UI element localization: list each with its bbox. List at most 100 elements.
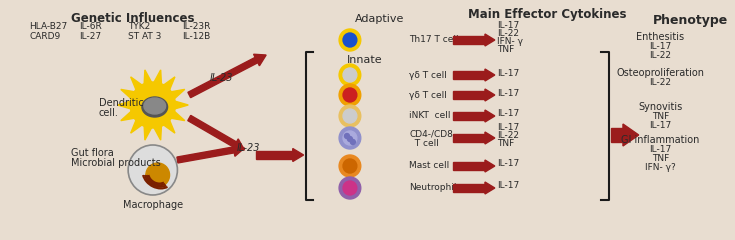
Polygon shape xyxy=(118,101,131,109)
Polygon shape xyxy=(485,110,495,122)
Text: GI inflammation: GI inflammation xyxy=(621,135,700,145)
Circle shape xyxy=(345,133,349,138)
Circle shape xyxy=(343,33,356,47)
Circle shape xyxy=(343,131,356,145)
Circle shape xyxy=(343,159,356,173)
Polygon shape xyxy=(453,162,485,170)
Text: IL-12B: IL-12B xyxy=(182,32,211,41)
Text: T cell: T cell xyxy=(409,138,439,148)
Polygon shape xyxy=(233,144,245,156)
Polygon shape xyxy=(144,126,152,140)
Polygon shape xyxy=(163,120,175,133)
Text: Adaptive: Adaptive xyxy=(355,14,404,24)
Text: CD4-/CD8-: CD4-/CD8- xyxy=(409,130,456,138)
Text: cell.: cell. xyxy=(98,108,118,118)
Text: iNKT  cell: iNKT cell xyxy=(409,112,451,120)
Ellipse shape xyxy=(144,98,165,114)
Polygon shape xyxy=(177,147,234,163)
Polygon shape xyxy=(171,89,184,99)
Circle shape xyxy=(339,64,361,86)
Text: IL-22: IL-22 xyxy=(650,51,672,60)
Text: HLA-B27: HLA-B27 xyxy=(29,22,68,31)
Text: Synovitis: Synovitis xyxy=(638,102,683,112)
Polygon shape xyxy=(154,126,162,140)
Text: IL-17: IL-17 xyxy=(497,68,519,78)
Text: Dendritic: Dendritic xyxy=(98,98,143,108)
Polygon shape xyxy=(232,139,245,150)
Polygon shape xyxy=(453,91,485,99)
Polygon shape xyxy=(485,132,495,144)
Text: Enthesitis: Enthesitis xyxy=(637,32,684,42)
Ellipse shape xyxy=(142,97,168,117)
Text: IL-23: IL-23 xyxy=(237,143,260,153)
Polygon shape xyxy=(485,89,495,101)
Polygon shape xyxy=(453,184,485,192)
Polygon shape xyxy=(623,124,639,146)
Polygon shape xyxy=(485,160,495,172)
Polygon shape xyxy=(144,70,152,84)
Circle shape xyxy=(348,137,352,142)
Polygon shape xyxy=(485,69,495,81)
Text: IL-17: IL-17 xyxy=(649,145,672,154)
Polygon shape xyxy=(154,70,162,84)
Text: IL-17: IL-17 xyxy=(497,124,519,132)
Text: Th17 T cell: Th17 T cell xyxy=(409,36,459,44)
Text: IL-22: IL-22 xyxy=(497,30,519,38)
Polygon shape xyxy=(453,36,485,44)
Text: Mast cell: Mast cell xyxy=(409,162,449,170)
Text: Innate: Innate xyxy=(347,55,382,65)
Text: IL-17: IL-17 xyxy=(649,121,672,130)
Text: CARD9: CARD9 xyxy=(29,32,61,41)
Polygon shape xyxy=(453,112,485,120)
Circle shape xyxy=(343,88,356,102)
Polygon shape xyxy=(485,34,495,46)
Text: IL-23: IL-23 xyxy=(210,73,234,83)
Circle shape xyxy=(343,109,356,123)
Circle shape xyxy=(339,84,361,106)
Polygon shape xyxy=(131,77,143,90)
Circle shape xyxy=(339,155,361,177)
Text: Phenotype: Phenotype xyxy=(653,14,728,27)
Polygon shape xyxy=(293,149,304,162)
Polygon shape xyxy=(174,101,188,109)
Text: Neutrophil: Neutrophil xyxy=(409,184,456,192)
Text: IL-23R: IL-23R xyxy=(182,22,211,31)
Polygon shape xyxy=(187,115,237,147)
Text: γδ T cell: γδ T cell xyxy=(409,71,447,79)
Polygon shape xyxy=(611,128,623,142)
Polygon shape xyxy=(453,71,485,79)
Text: TNF: TNF xyxy=(652,112,669,121)
Circle shape xyxy=(343,68,356,82)
Text: Genetic Influences: Genetic Influences xyxy=(71,12,195,25)
Text: Osteoproliferation: Osteoproliferation xyxy=(617,68,704,78)
Polygon shape xyxy=(121,89,135,99)
Text: IL-22: IL-22 xyxy=(497,132,519,140)
Circle shape xyxy=(339,29,361,51)
Text: IFN- γ: IFN- γ xyxy=(497,37,523,47)
Text: Main Effector Cytokines: Main Effector Cytokines xyxy=(467,8,626,21)
Circle shape xyxy=(339,105,361,127)
Circle shape xyxy=(130,82,176,128)
Circle shape xyxy=(339,127,361,149)
Text: γδ T cell: γδ T cell xyxy=(409,90,447,100)
Text: TNF: TNF xyxy=(652,154,669,163)
Text: IL-17: IL-17 xyxy=(497,109,519,119)
Circle shape xyxy=(351,139,355,144)
Text: Microbial products: Microbial products xyxy=(71,158,161,168)
Text: ST AT 3: ST AT 3 xyxy=(128,32,162,41)
Text: TNF: TNF xyxy=(497,46,514,54)
Polygon shape xyxy=(131,120,143,133)
Polygon shape xyxy=(257,151,293,159)
Polygon shape xyxy=(188,57,258,98)
Text: TNF: TNF xyxy=(497,139,514,149)
Circle shape xyxy=(146,163,170,187)
Polygon shape xyxy=(163,77,175,90)
Polygon shape xyxy=(171,111,184,121)
Circle shape xyxy=(343,181,356,195)
Polygon shape xyxy=(121,111,135,121)
Text: Gut flora: Gut flora xyxy=(71,148,114,158)
Text: IL-17: IL-17 xyxy=(497,89,519,97)
Text: IFN- γ?: IFN- γ? xyxy=(645,163,675,172)
Text: IL-27: IL-27 xyxy=(79,32,101,41)
Polygon shape xyxy=(453,134,485,142)
